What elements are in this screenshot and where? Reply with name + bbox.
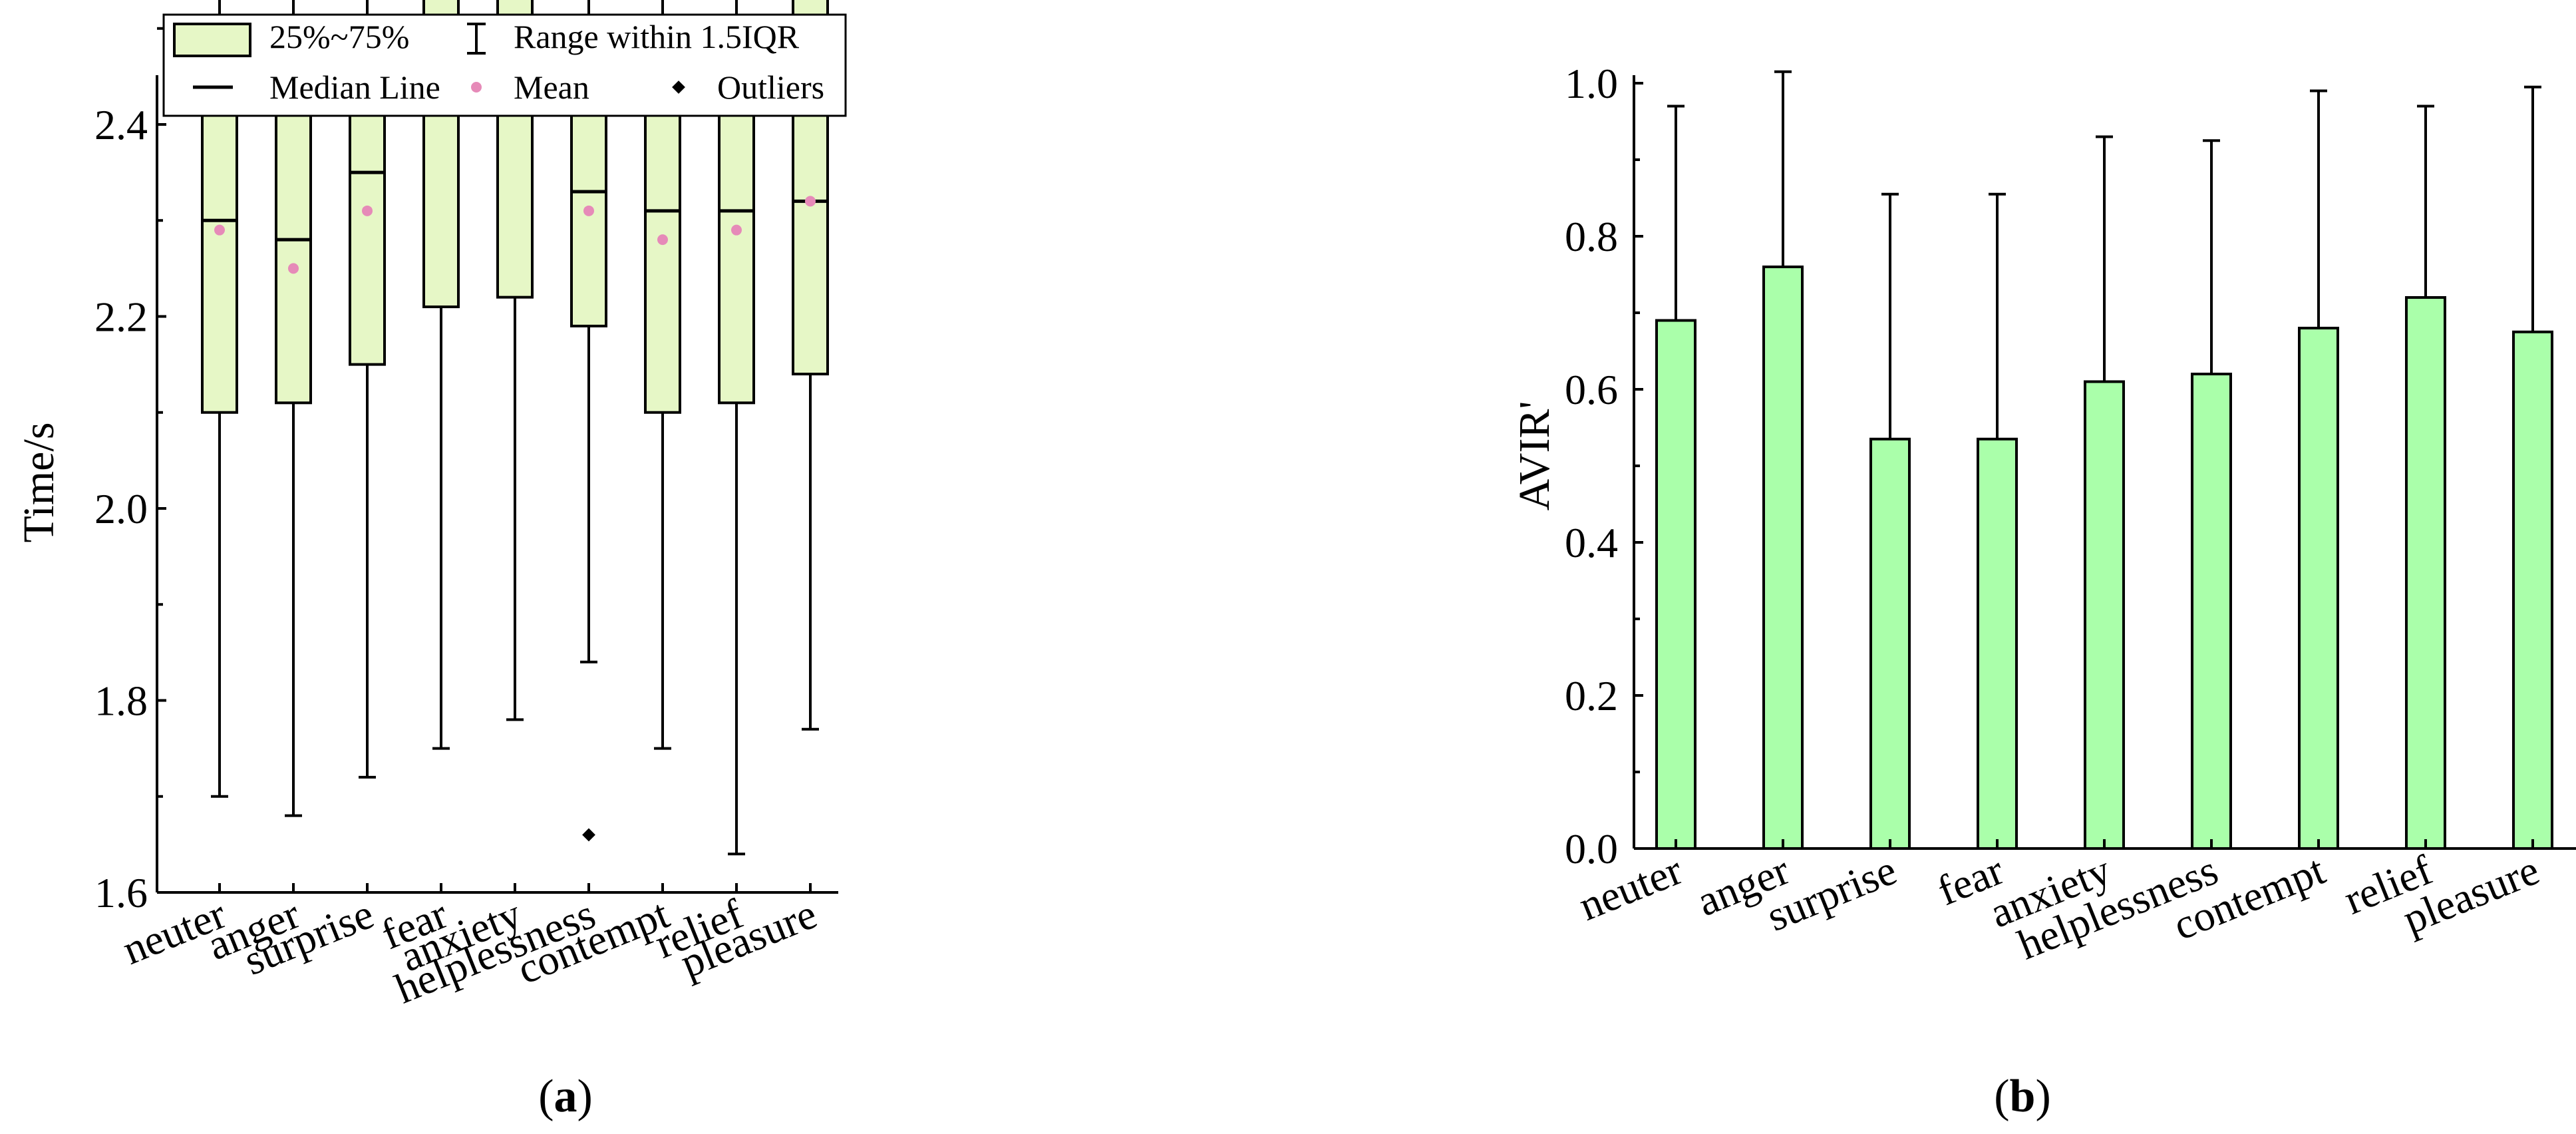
bar-rect	[2191, 373, 2232, 850]
panel-a-legend: 25%~75% Range within 1.5IQR Median Line …	[162, 13, 847, 117]
box-neuter	[201, 0, 238, 798]
iqr-box	[275, 104, 312, 405]
bar-rect	[2405, 296, 2446, 850]
panel-a-caption: (a)	[538, 1071, 593, 1122]
box-relief	[718, 0, 755, 856]
y-tick-label: 2.0	[94, 485, 148, 532]
panel-b-caption: (b)	[1994, 1071, 2051, 1122]
lower-whisker	[211, 412, 228, 798]
lower-whisker	[580, 325, 597, 663]
upper-whisker	[735, 0, 738, 67]
mean-marker	[583, 205, 594, 216]
bar-rect	[2084, 380, 2125, 850]
error-bar	[1774, 70, 1792, 267]
legend-range-label: Range within 1.5IQR	[514, 18, 800, 55]
error-bar	[2096, 135, 2113, 382]
outlier-marker	[582, 828, 595, 842]
lower-whisker	[802, 374, 819, 731]
bar-anxiety	[2084, 135, 2125, 850]
lower-whisker	[359, 364, 376, 779]
error-bar	[2417, 104, 2434, 297]
error-bar	[1881, 192, 1899, 439]
legend-outlier-label: Outliers	[717, 69, 824, 106]
legend-range-icon	[467, 23, 486, 55]
panel-a-y-ticks: 1.61.82.02.22.42.62.83.03.2	[94, 27, 166, 916]
iqr-box	[644, 113, 681, 414]
y-tick-label: 2.4	[94, 101, 148, 148]
y-tick-label: 1.0	[1565, 60, 1618, 107]
y-tick-label: 1.8	[94, 677, 148, 725]
lower-whisker	[654, 412, 671, 750]
mean-marker	[657, 234, 668, 246]
error-bar	[1667, 104, 1685, 321]
bar-helplessness	[2191, 139, 2232, 850]
panel-a-x-ticks: neuterangersurprisefearanxietyhelplessne…	[116, 883, 823, 1013]
lower-whisker	[432, 307, 450, 750]
panel-b-y-axis-title: AVIR'	[1510, 401, 1559, 511]
lower-whisker	[506, 297, 524, 721]
error-bar	[1989, 192, 2006, 439]
error-bar	[2524, 85, 2541, 332]
x-tick-label-contempt: contempt	[511, 890, 676, 993]
panel-a-y-axis-title: Time/s	[15, 423, 63, 543]
bar-contempt	[2298, 89, 2339, 850]
upper-whisker	[218, 0, 221, 58]
bar-rect	[2512, 330, 2553, 850]
legend-mean-label: Mean	[514, 69, 589, 106]
y-tick-label: 0.6	[1565, 366, 1618, 413]
error-bar	[2203, 139, 2220, 374]
mean-marker	[731, 224, 742, 236]
mean-marker	[288, 263, 299, 274]
bar-neuter	[1655, 104, 1696, 850]
y-tick-label: 0.8	[1565, 213, 1618, 260]
lower-whisker	[728, 403, 745, 856]
bar-fear	[1977, 192, 2018, 850]
legend-frame	[162, 13, 847, 117]
box-helplessness	[570, 0, 607, 842]
mean-marker	[805, 196, 816, 207]
mean-marker	[214, 224, 225, 236]
bar-relief	[2405, 104, 2446, 850]
legend-box-label: 25%~75%	[269, 18, 409, 55]
bar-rect	[1762, 266, 1804, 850]
panel-a-boxplot: 1.61.82.02.22.42.62.83.03.2 neuterangers…	[15, 0, 847, 1013]
bar-series	[1655, 70, 2553, 850]
bar-rect	[2298, 327, 2339, 850]
y-tick-label: 0.4	[1565, 519, 1618, 566]
box-anger	[275, 0, 312, 817]
mean-marker	[362, 205, 373, 216]
bar-surprise	[1869, 192, 1911, 850]
y-tick-label: 1.6	[94, 869, 148, 916]
bar-rect	[1655, 319, 1696, 850]
y-tick-label: 0.2	[1565, 672, 1618, 719]
bar-rect	[1977, 437, 2018, 850]
bar-anger	[1762, 70, 1804, 850]
boxplot-series	[201, 0, 829, 856]
legend-median-label: Median Line	[269, 69, 440, 106]
bar-pleasure	[2512, 85, 2553, 850]
y-tick-label: 2.2	[94, 293, 148, 341]
panel-b-y-ticks: 0.0 0.2 0.4 0.6 0.8 1.0	[1565, 60, 1643, 872]
legend-mean-marker	[471, 82, 482, 93]
legend-box-swatch	[173, 23, 251, 57]
bar-rect	[1869, 437, 1911, 850]
error-bar	[2310, 89, 2327, 328]
y-tick-label: 0.0	[1565, 825, 1618, 872]
lower-whisker	[285, 403, 302, 817]
